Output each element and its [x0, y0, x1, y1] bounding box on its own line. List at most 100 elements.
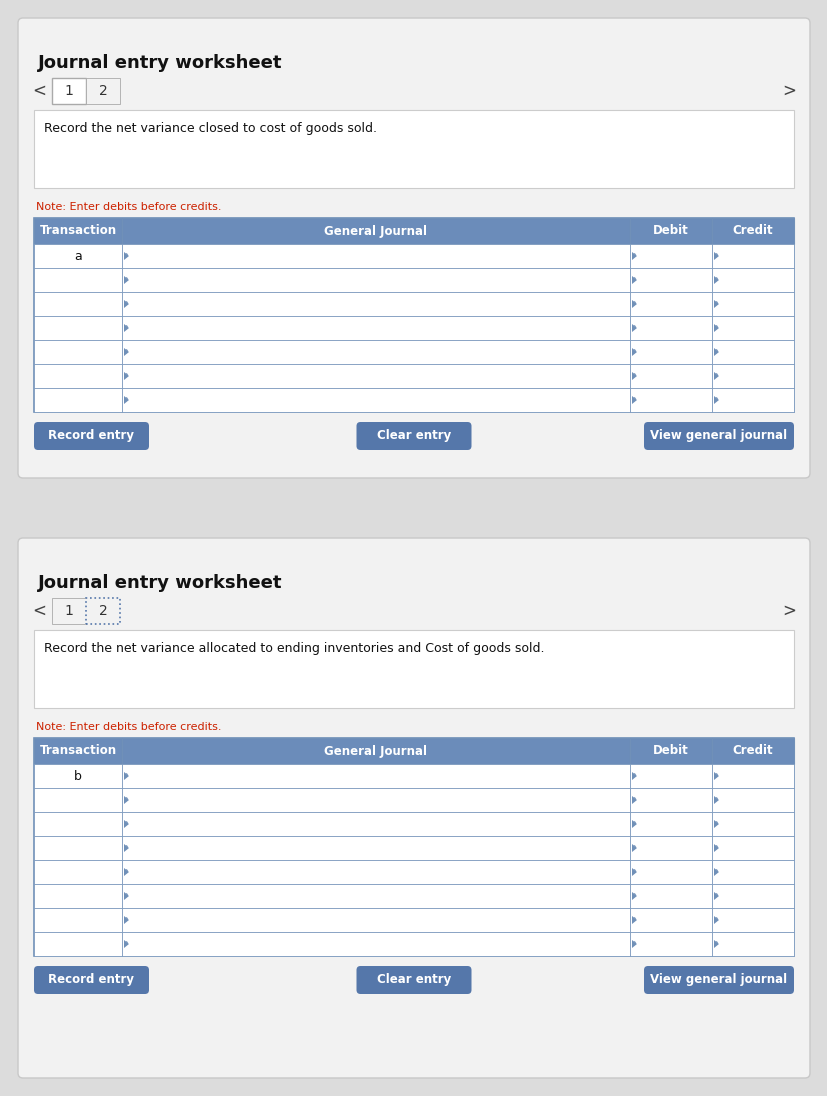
Bar [711, 738, 793, 764]
Bar [711, 836, 793, 860]
Bar [34, 364, 122, 388]
Bar [34, 340, 122, 364]
Polygon shape [713, 252, 718, 260]
Polygon shape [124, 252, 129, 260]
Text: Debit: Debit [653, 225, 688, 238]
Text: Clear entry: Clear entry [376, 973, 451, 986]
Bar [34, 269, 122, 292]
Bar [629, 907, 711, 932]
Polygon shape [713, 396, 718, 404]
Text: General Journal: General Journal [324, 744, 427, 757]
Text: Journal entry worksheet: Journal entry worksheet [38, 54, 282, 72]
Text: >: > [781, 82, 795, 100]
Polygon shape [631, 844, 636, 852]
Polygon shape [631, 300, 636, 308]
Polygon shape [631, 349, 636, 356]
Bar [122, 340, 629, 364]
FancyBboxPatch shape [356, 422, 471, 450]
Bar [711, 292, 793, 316]
Bar [34, 218, 122, 244]
Polygon shape [713, 372, 718, 380]
Polygon shape [713, 820, 718, 827]
Bar [34, 764, 122, 788]
Polygon shape [713, 276, 718, 284]
Text: View general journal: View general journal [650, 430, 786, 443]
Polygon shape [713, 324, 718, 332]
FancyBboxPatch shape [643, 422, 793, 450]
Bar [711, 388, 793, 412]
Polygon shape [631, 820, 636, 827]
Bar [629, 812, 711, 836]
Bar [34, 244, 122, 269]
Polygon shape [713, 916, 718, 924]
Polygon shape [124, 276, 129, 284]
Bar [86, 598, 120, 624]
Polygon shape [124, 396, 129, 404]
Text: Record the net variance closed to cost of goods sold.: Record the net variance closed to cost o… [44, 122, 376, 135]
Bar [34, 388, 122, 412]
Bar [34, 932, 122, 956]
Bar [629, 292, 711, 316]
FancyBboxPatch shape [356, 966, 471, 994]
Bar [122, 316, 629, 340]
Bar [711, 812, 793, 836]
Text: Clear entry: Clear entry [376, 430, 451, 443]
Text: a: a [74, 250, 82, 263]
Text: Debit: Debit [653, 744, 688, 757]
Polygon shape [124, 892, 129, 900]
Polygon shape [713, 772, 718, 780]
Polygon shape [124, 916, 129, 924]
Polygon shape [124, 940, 129, 948]
Polygon shape [631, 892, 636, 900]
Bar [34, 218, 793, 412]
Bar [711, 316, 793, 340]
Bar [122, 788, 629, 812]
Bar [629, 218, 711, 244]
Polygon shape [631, 868, 636, 876]
Text: >: > [781, 602, 795, 620]
Polygon shape [124, 300, 129, 308]
Bar [34, 884, 122, 907]
Bar [122, 860, 629, 884]
Text: Record entry: Record entry [49, 430, 134, 443]
Bar [52, 598, 86, 624]
Polygon shape [713, 300, 718, 308]
Bar [629, 788, 711, 812]
Bar [122, 907, 629, 932]
Text: General Journal: General Journal [324, 225, 427, 238]
Bar [122, 812, 629, 836]
Bar [711, 788, 793, 812]
Polygon shape [124, 349, 129, 356]
Bar [711, 340, 793, 364]
Bar [629, 764, 711, 788]
Bar [629, 932, 711, 956]
Bar [122, 218, 629, 244]
Text: Record entry: Record entry [49, 973, 134, 986]
Bar [34, 630, 793, 708]
Bar [34, 907, 122, 932]
Polygon shape [124, 372, 129, 380]
Bar [34, 860, 122, 884]
Polygon shape [713, 892, 718, 900]
Bar [711, 364, 793, 388]
Bar [122, 244, 629, 269]
Polygon shape [631, 796, 636, 804]
Polygon shape [631, 372, 636, 380]
Bar [52, 78, 86, 104]
Polygon shape [124, 796, 129, 804]
Text: Credit: Credit [732, 744, 772, 757]
Polygon shape [631, 276, 636, 284]
Text: 2: 2 [98, 604, 108, 618]
Bar [122, 884, 629, 907]
FancyBboxPatch shape [34, 966, 149, 994]
Polygon shape [713, 844, 718, 852]
Bar [34, 812, 122, 836]
Bar [34, 292, 122, 316]
Polygon shape [124, 820, 129, 827]
Polygon shape [631, 252, 636, 260]
Polygon shape [631, 772, 636, 780]
Polygon shape [124, 868, 129, 876]
Bar [122, 738, 629, 764]
Bar [629, 269, 711, 292]
Text: 1: 1 [65, 604, 74, 618]
